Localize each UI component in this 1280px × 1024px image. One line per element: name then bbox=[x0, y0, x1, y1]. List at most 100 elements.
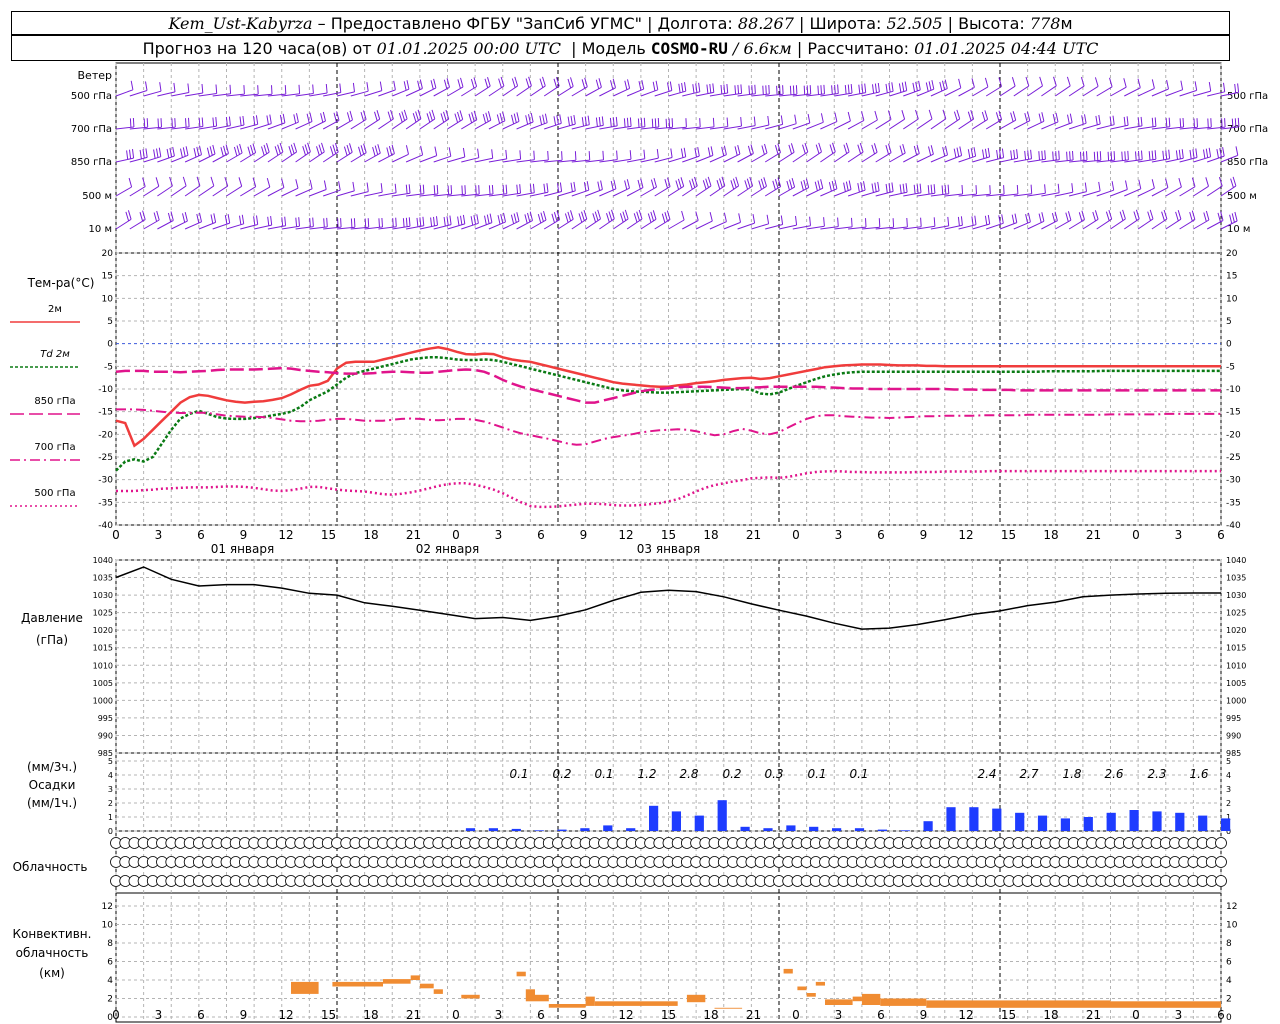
conv-x-tick: 6 bbox=[197, 1008, 205, 1022]
conv-x-tick: 3 bbox=[155, 1008, 163, 1022]
temp-tick-right: 5 bbox=[1226, 317, 1232, 327]
pressure-tick-right: 995 bbox=[1226, 714, 1241, 723]
precip-tick-left: 4 bbox=[108, 771, 113, 780]
temp-x-tick: 3 bbox=[155, 528, 163, 542]
temp-x-tick: 6 bbox=[877, 528, 885, 542]
temp-tick-left: 15 bbox=[102, 272, 113, 282]
pressure-tick-left: 995 bbox=[98, 714, 113, 723]
latitude-value: 52.505 bbox=[886, 13, 943, 33]
temp-x-tick: 0 bbox=[1132, 528, 1140, 542]
precip-total-label: 0.2 bbox=[722, 767, 741, 781]
conv-x-tick: 15 bbox=[661, 1008, 676, 1022]
pressure-tick-left: 1025 bbox=[93, 609, 113, 618]
model-resolution: / 6.6км bbox=[733, 38, 792, 58]
temp-x-tick: 0 bbox=[792, 528, 800, 542]
wind-level-label-left: 500 гПа bbox=[71, 91, 112, 102]
temp-series-line bbox=[115, 356, 1221, 472]
conv-x-tick: 9 bbox=[580, 1008, 588, 1022]
temp-tick-right: 15 bbox=[1226, 272, 1237, 282]
conv-tick-right: 10 bbox=[1226, 921, 1238, 931]
precip-bar bbox=[854, 828, 865, 831]
conv-x-tick: 6 bbox=[537, 1008, 545, 1022]
convective-bar bbox=[410, 975, 420, 980]
precip-bar bbox=[717, 800, 727, 831]
temp-tick-left: -15 bbox=[98, 408, 113, 418]
forecast-start: 01.01.2025 00:00 UTC bbox=[376, 38, 561, 58]
convective-bar bbox=[461, 994, 480, 999]
precip-bar bbox=[1015, 812, 1025, 831]
convective-bar bbox=[714, 1007, 743, 1009]
wind-barbs bbox=[115, 76, 1240, 230]
conv-title-2: облачность bbox=[16, 946, 89, 960]
convective-bar bbox=[1110, 1001, 1221, 1008]
convective-bar bbox=[825, 999, 853, 1005]
wind-level-label-right: 700 гПа bbox=[1227, 124, 1268, 135]
pressure-tick-right: 1030 bbox=[1226, 591, 1246, 600]
station-name: Kem_Ust-Kabyrza bbox=[168, 13, 313, 33]
convective-bar bbox=[815, 981, 825, 986]
temp-x-tick: 3 bbox=[495, 528, 503, 542]
conv-x-tick: 0 bbox=[112, 1008, 120, 1022]
temp-tick-left: 20 bbox=[102, 249, 114, 259]
model-name: COSMO-RU bbox=[650, 38, 728, 58]
convective-bar bbox=[861, 993, 881, 1005]
separator: | bbox=[796, 38, 803, 58]
computed-value: 01.01.2025 04:44 UTC bbox=[914, 38, 1099, 58]
precip-bar bbox=[969, 807, 979, 831]
longitude-label: Долгота: bbox=[657, 13, 733, 33]
conv-x-tick: 3 bbox=[1175, 1008, 1183, 1022]
cloud-title: Облачность bbox=[13, 860, 88, 874]
conv-x-tick: 6 bbox=[877, 1008, 885, 1022]
temp-x-tick: 21 bbox=[1086, 528, 1101, 542]
wind-title: Ветер bbox=[78, 69, 112, 82]
temp-legend-label: 850 гПа bbox=[34, 396, 75, 407]
precip-tick-right: 5 bbox=[1226, 757, 1231, 766]
pressure-tick-right: 1010 bbox=[1226, 661, 1246, 670]
temp-x-tick: 15 bbox=[661, 528, 676, 542]
provider-text: – Предоставлено ФГБУ "ЗапСиб УГМС" bbox=[317, 13, 642, 33]
conv-tick-left: 6 bbox=[107, 958, 113, 968]
precip-total-label: 0.3 bbox=[764, 767, 783, 781]
precip-bar bbox=[557, 829, 567, 831]
conv-tick-right: 12 bbox=[1226, 902, 1237, 912]
wind-barb-row bbox=[115, 109, 1240, 130]
conv-tick-right: 2 bbox=[1226, 995, 1232, 1005]
day-label: 01 января bbox=[211, 542, 274, 556]
pressure-tick-left: 1005 bbox=[93, 679, 113, 688]
precip-bar bbox=[1152, 811, 1162, 831]
precip-total-label: 0.1 bbox=[849, 767, 868, 781]
conv-x-tick: 0 bbox=[1132, 1008, 1140, 1022]
altitude-label: Высота: bbox=[958, 13, 1025, 33]
precip-bar bbox=[1175, 812, 1185, 831]
precip-bar bbox=[671, 811, 681, 831]
temp-tick-left: -20 bbox=[98, 430, 113, 440]
precip-bar bbox=[946, 807, 956, 831]
temp-x-tick: 18 bbox=[1043, 528, 1058, 542]
pressure-tick-left: 990 bbox=[98, 731, 113, 740]
wind-level-label-right: 10 м bbox=[1227, 224, 1250, 235]
convective-bar bbox=[783, 968, 793, 974]
temp-x-tick: 6 bbox=[1217, 528, 1225, 542]
convective-bar bbox=[516, 971, 526, 977]
pressure-tick-left: 1040 bbox=[93, 556, 113, 565]
pressure-tick-left: 1010 bbox=[93, 661, 113, 670]
precip-unit-3h: (мм/3ч.) bbox=[27, 760, 77, 774]
convective-bar bbox=[535, 994, 549, 1002]
temp-x-tick: 3 bbox=[835, 528, 843, 542]
convective-bar bbox=[585, 996, 595, 1006]
conv-tick-right: 4 bbox=[1226, 976, 1232, 986]
convective-bar bbox=[806, 993, 816, 997]
model-label: Модель bbox=[581, 38, 646, 58]
conv-x-tick: 0 bbox=[452, 1008, 460, 1022]
day-label: 03 января bbox=[637, 542, 700, 556]
conv-x-tick: 18 bbox=[363, 1008, 378, 1022]
temp-tick-right: 0 bbox=[1226, 340, 1232, 350]
precip-total-label: 0.2 bbox=[552, 767, 571, 781]
wind-level-label-left: 700 гПа bbox=[71, 124, 112, 135]
pressure-unit: (гПа) bbox=[36, 633, 68, 647]
precip-total-label: 2.3 bbox=[1147, 767, 1166, 781]
temp-tick-right: -15 bbox=[1226, 408, 1241, 418]
wind-level-label-right: 850 гПа bbox=[1227, 157, 1268, 168]
latitude-label: Широта: bbox=[809, 13, 882, 33]
